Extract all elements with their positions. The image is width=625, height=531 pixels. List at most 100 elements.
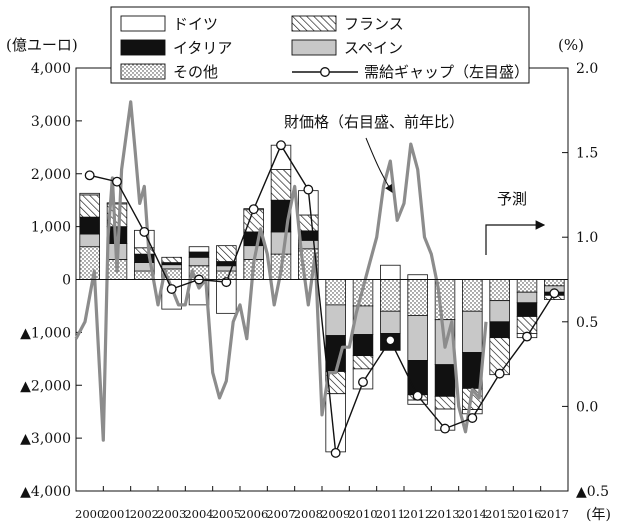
bar-segment-dots (79, 246, 100, 280)
x-tick-label: 2011 (376, 507, 405, 521)
forecast-label: 予測 (497, 190, 527, 208)
bar-segment-black (489, 321, 510, 339)
output-gap-point (139, 226, 150, 237)
left-tick-label: 1,000 (31, 220, 71, 236)
output-gap-point (112, 176, 122, 187)
forecast-arrow (485, 220, 546, 255)
output-gap-point (84, 170, 95, 181)
inflation-label: 財価格（右目盛、前年比） (284, 113, 464, 131)
left-tick-label: ▲2,000 (20, 378, 71, 394)
x-tick-label: 2007 (266, 507, 295, 521)
legend-label: ドイツ (173, 15, 218, 33)
bar-segment-gray (325, 304, 346, 336)
right-tick-label: 1.0 (576, 230, 598, 246)
legend-swatch-gray (291, 39, 337, 56)
bar-segment-gray (380, 310, 401, 334)
legend-label: スペイン (344, 39, 403, 57)
output-gap-point (549, 288, 560, 299)
left-tick-label: 2,000 (31, 167, 71, 183)
bar-segment-gray (161, 264, 182, 270)
x-tick-label: 2017 (540, 507, 569, 521)
bar-segment-white (106, 202, 128, 205)
bar-segment-black (516, 302, 538, 317)
bar-segment-white (188, 246, 210, 253)
bar-segment-white (380, 264, 401, 280)
left-axis: 4,000 3,000 2,000 1,000 0 ▲1,000 ▲2,000 ▲3,000 ▲… (20, 61, 82, 500)
bar-segment-gray (270, 231, 292, 255)
x-tick-label: 2009 (321, 507, 350, 521)
output-gap-point (440, 423, 450, 434)
legend-label: フランス (344, 15, 404, 33)
x-axis: 2000200120022003200420052006200720082009… (75, 486, 569, 521)
x-tick-label: 2012 (403, 507, 432, 521)
output-gap-point (494, 368, 505, 379)
bar-segment-dots (544, 279, 565, 287)
output-gap-point (166, 284, 177, 294)
left-axis-unit: (億ユーロ) (6, 36, 78, 54)
left-tick-label: ▲3,000 (20, 431, 71, 447)
bar-segment-black (325, 335, 346, 372)
legend-label: その他 (173, 63, 218, 81)
x-tick-label: 2014 (458, 507, 487, 521)
left-tick-label: 0 (62, 273, 71, 289)
x-tick-label: 2001 (102, 507, 131, 521)
x-tick-label: 2002 (130, 507, 159, 521)
x-tick-label: 2004 (184, 507, 213, 521)
bar-segment-black (79, 216, 100, 235)
bar-segment-hatch (79, 194, 100, 218)
bar-segment-hatch (161, 256, 182, 263)
legend-label: イタリア (173, 39, 232, 57)
bar-segment-gray (462, 310, 483, 353)
right-axis-unit: (%) (558, 36, 584, 54)
right-tick-label: 0.5 (576, 315, 598, 331)
bar-segment-hatch (352, 355, 374, 370)
x-tick-label: 2000 (75, 507, 104, 521)
bar-segment-white (79, 192, 100, 196)
bar-segment-dots (489, 279, 510, 302)
x-tick-label: 2016 (512, 507, 541, 521)
right-tick-label: 2.0 (576, 61, 598, 77)
inflation-series (74, 100, 488, 442)
output-gap-point (276, 140, 286, 151)
bar-segment-dots (325, 279, 346, 306)
bar-segment-white (325, 393, 346, 453)
right-axis: 2.0 1.5 1.0 0.5 0.0 ▲0.5 (562, 61, 609, 500)
bar-segment-hatch (216, 245, 237, 262)
x-axis-unit: (年) (586, 507, 611, 523)
x-tick-label: 2008 (294, 507, 323, 521)
legend-swatch-dots (120, 63, 166, 80)
left-tick-label: ▲1,000 (20, 325, 71, 341)
left-tick-label: 3,000 (31, 114, 71, 130)
left-tick-label: 4,000 (31, 61, 71, 77)
bar-segment-gray (79, 233, 100, 248)
x-tick-label: 2013 (430, 507, 459, 521)
output-gap-point (303, 184, 314, 195)
right-tick-label: 0.0 (576, 399, 598, 415)
bar-segment-gray (216, 265, 237, 272)
bar-segment-hatch (270, 169, 292, 201)
inflation-label-arrow (365, 137, 393, 193)
right-tick-label: ▲0.5 (576, 484, 609, 500)
legend-label: 需給ギャップ（左目盛） (364, 63, 529, 81)
bar-segment-white (407, 274, 428, 280)
output-gap-point (248, 204, 259, 215)
x-tick-label: 2003 (157, 507, 186, 521)
output-gap-point (522, 331, 532, 342)
bar-segment-black (352, 334, 374, 357)
bar-segment-black (188, 251, 210, 258)
bar-segment-dots (380, 279, 401, 312)
x-tick-label: 2006 (239, 507, 268, 521)
output-gap-point (358, 377, 368, 388)
inflation-line (74, 100, 488, 442)
bar-segment-gray (516, 291, 538, 304)
x-tick-label: 2005 (212, 507, 241, 521)
right-tick-label: 1.5 (576, 146, 598, 162)
output-gap-point (412, 390, 423, 401)
bar-segment-gray (407, 315, 428, 361)
bar-segment-gray (188, 256, 210, 267)
output-gap-point (330, 447, 341, 458)
bar-segment-hatch (434, 395, 456, 410)
